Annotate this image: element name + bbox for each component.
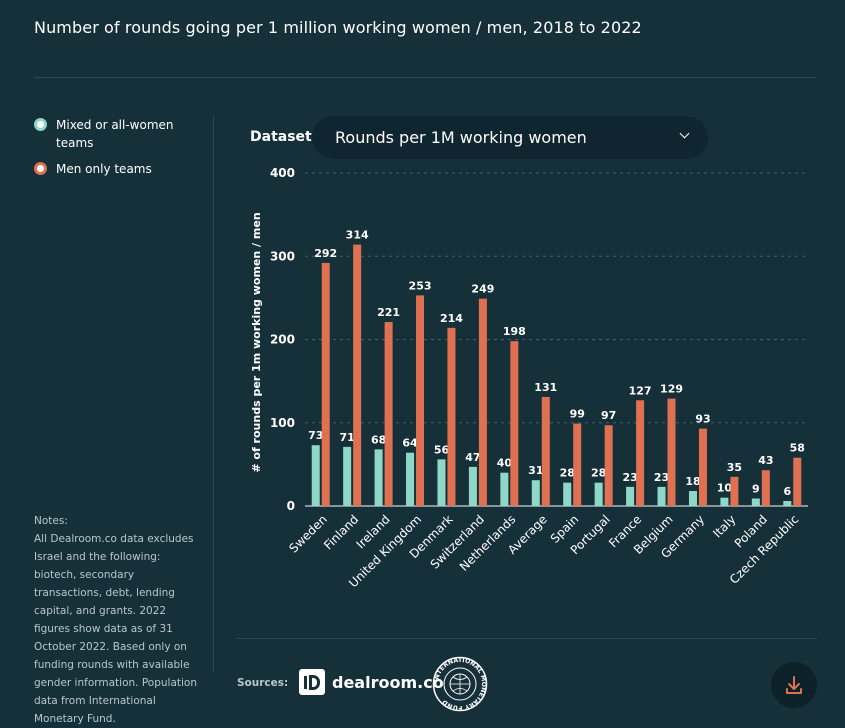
legend-item-mixed[interactable]: Mixed or all-women teams (34, 116, 204, 152)
data-label-mixed: 47 (465, 451, 480, 464)
data-label-mixed: 6 (783, 485, 791, 498)
imf-seal-logo[interactable]: INTERNATIONAL MONETARY FUND (432, 656, 488, 712)
dataset-select[interactable]: Rounds per 1M working women (312, 116, 708, 159)
data-label-men: 35 (727, 461, 742, 474)
bar-mixed (594, 482, 603, 506)
bar-mixed (783, 501, 792, 506)
data-label-mixed: 64 (402, 437, 418, 450)
data-label-men: 253 (409, 279, 432, 292)
data-label-mixed: 68 (371, 433, 386, 446)
data-label-men: 198 (503, 325, 526, 338)
data-label-men: 292 (314, 247, 337, 260)
legend-dot-men (34, 162, 47, 175)
bar-men (478, 298, 487, 506)
y-tick-label: 0 (287, 499, 295, 513)
legend-dot-mixed (34, 118, 47, 131)
bar-men (321, 262, 330, 506)
download-button[interactable] (771, 662, 817, 708)
bar-men (730, 476, 739, 506)
data-label-men: 127 (629, 384, 652, 397)
bar-men (793, 457, 802, 506)
y-tick-label: 200 (270, 333, 295, 347)
y-tick-label: 100 (270, 416, 295, 430)
data-label-mixed: 23 (622, 471, 637, 484)
data-label-men: 221 (377, 306, 400, 319)
bar-men (510, 341, 519, 506)
legend: Mixed or all-women teams Men only teams (34, 116, 204, 186)
bar-mixed (437, 459, 446, 506)
x-tick-label: Sweden (286, 512, 329, 555)
data-label-men: 214 (440, 312, 463, 325)
data-label-mixed: 23 (654, 471, 669, 484)
bar-men (604, 425, 613, 506)
data-label-men: 97 (601, 409, 616, 422)
bar-mixed (751, 498, 760, 506)
data-label-men: 93 (695, 413, 710, 426)
data-label-men: 129 (660, 383, 683, 396)
bar-mixed (374, 449, 383, 506)
data-label-men: 131 (534, 381, 557, 394)
bar-mixed (563, 482, 572, 506)
notes-heading: Notes: (34, 515, 68, 527)
bar-mixed (406, 452, 415, 506)
top-divider (34, 77, 817, 78)
bar-mixed (720, 497, 729, 506)
bar-mixed (311, 445, 320, 506)
data-label-men: 314 (346, 229, 369, 242)
notes-text: Notes: All Dealroom.co data excludes Isra… (34, 512, 202, 728)
sidebar-divider (213, 116, 214, 671)
bar-mixed (531, 480, 540, 506)
bar-mixed (688, 491, 697, 506)
data-label-men: 43 (758, 454, 773, 467)
bar-men (384, 322, 393, 506)
bar-men (698, 428, 707, 506)
bottom-divider (237, 638, 817, 639)
bar-men (541, 396, 550, 506)
data-label-mixed: 56 (434, 443, 450, 456)
bar-men (353, 244, 362, 506)
bar-men (667, 398, 676, 506)
download-icon (786, 676, 802, 694)
y-axis-label: # of rounds per 1m working women / men (250, 212, 263, 472)
data-label-mixed: 40 (497, 457, 513, 470)
bar-mixed (500, 472, 509, 506)
data-label-mixed: 28 (560, 467, 575, 480)
dealroom-logo-text: dealroom.co (332, 672, 444, 692)
data-label-men: 249 (471, 283, 494, 296)
data-label-men: 99 (570, 408, 585, 421)
dataset-selected-value: Rounds per 1M working women (335, 128, 587, 147)
chart-title: Number of rounds going per 1 million wor… (34, 18, 642, 37)
bar-men (416, 295, 425, 506)
data-label-mixed: 73 (308, 429, 323, 442)
bar-men (761, 470, 770, 506)
dataset-label: Dataset (250, 129, 312, 145)
data-label-mixed: 71 (340, 431, 355, 444)
bar-mixed (657, 486, 666, 506)
bar-men (447, 327, 456, 506)
data-label-men: 58 (790, 442, 805, 455)
bar-mixed (468, 466, 477, 506)
bar-mixed (626, 486, 635, 506)
dealroom-logo[interactable]: dealroom.co (299, 668, 444, 696)
legend-label-mixed: Mixed or all-women teams (56, 118, 174, 150)
legend-item-men[interactable]: Men only teams (34, 160, 204, 178)
dealroom-logo-icon (299, 669, 325, 695)
data-label-mixed: 28 (591, 467, 606, 480)
data-label-mixed: 18 (685, 475, 700, 488)
x-tick-label: Finland (321, 512, 361, 552)
y-tick-label: 300 (270, 249, 295, 263)
bar-men (636, 400, 645, 506)
bar-men (573, 423, 582, 506)
legend-label-men: Men only teams (56, 162, 152, 176)
data-label-mixed: 10 (717, 482, 733, 495)
sources-label: Sources: (237, 677, 289, 689)
x-tick-label: Italy (710, 512, 738, 540)
y-tick-label: 400 (270, 166, 295, 180)
data-label-mixed: 31 (528, 464, 543, 477)
bar-mixed (343, 446, 352, 506)
notes-body: All Dealroom.co data excludes Israel and… (34, 533, 198, 725)
data-label-mixed: 9 (752, 483, 760, 496)
